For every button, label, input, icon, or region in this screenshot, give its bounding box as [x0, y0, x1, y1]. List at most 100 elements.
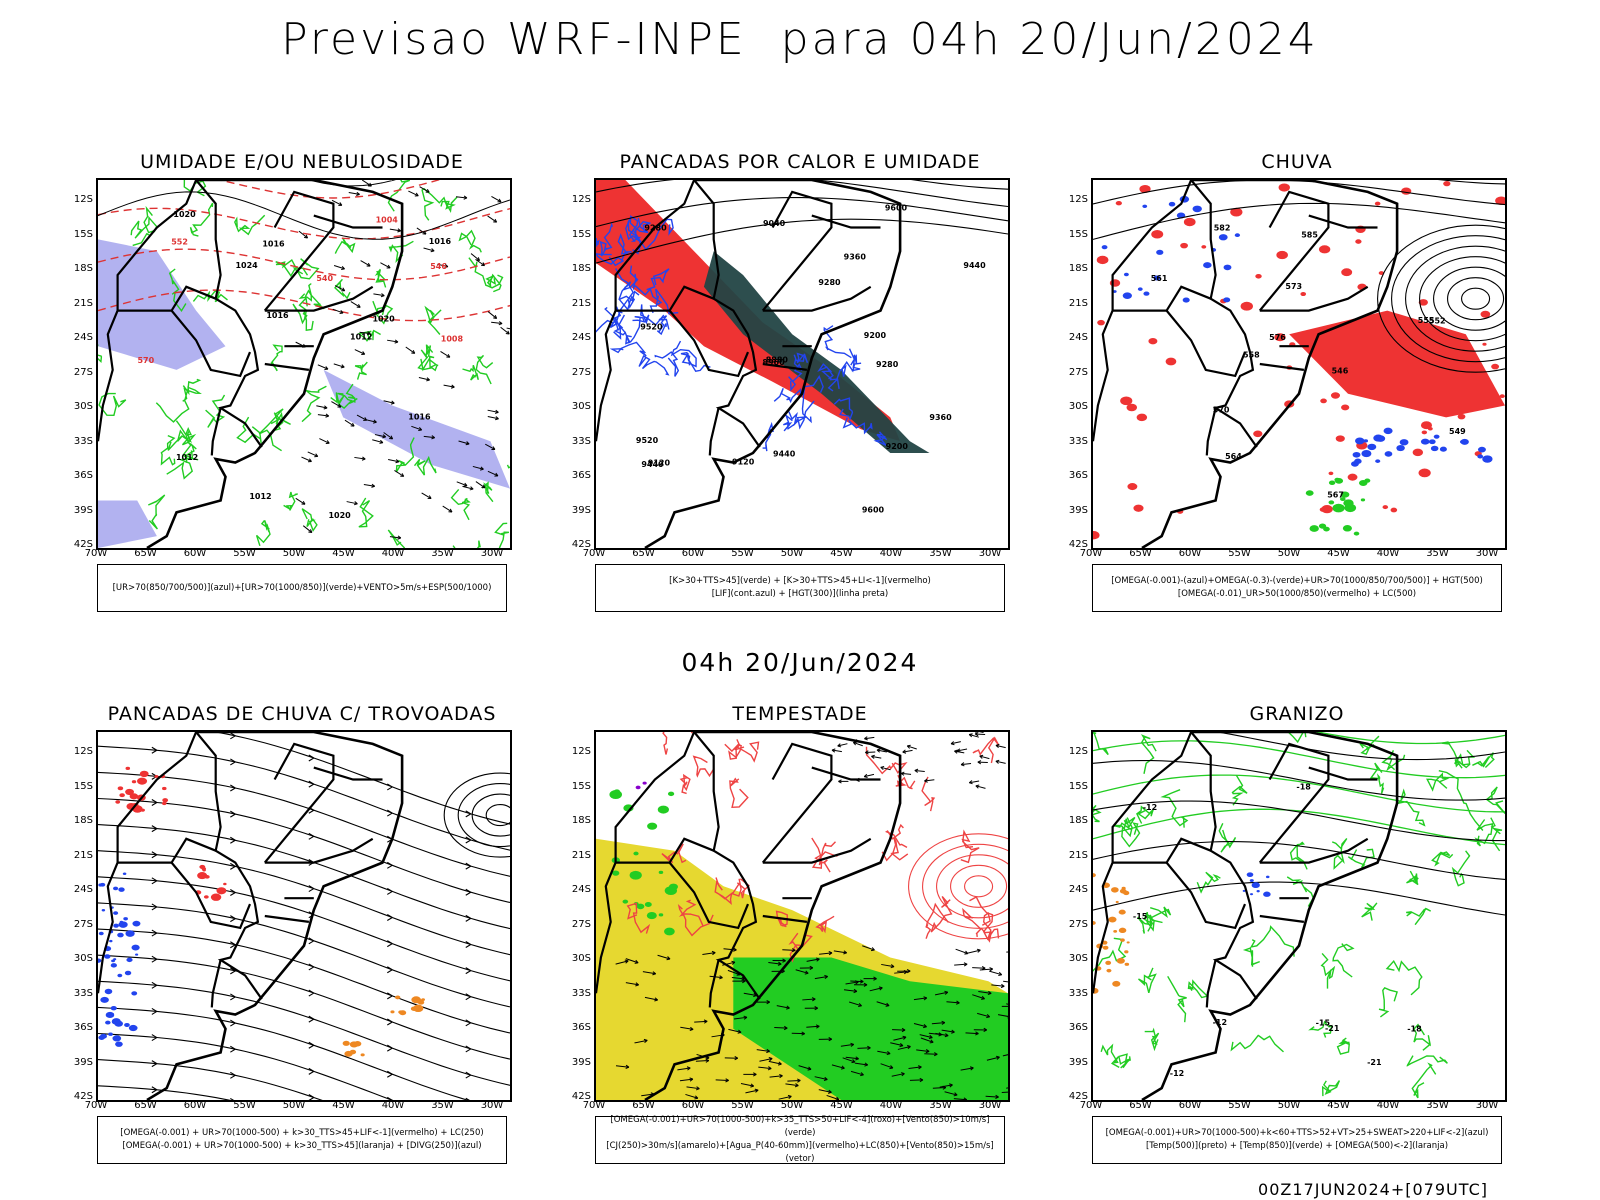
- wind-850-vector: [919, 1034, 933, 1039]
- wind-850-vector-head: [725, 1078, 729, 1083]
- wind-850-vector: [916, 1049, 930, 1052]
- divergence-fill: [101, 908, 106, 912]
- streamline: [98, 980, 510, 1086]
- wind-vector-head: [497, 198, 502, 203]
- omega-ur-fill: [1355, 239, 1362, 244]
- wind-vector: [442, 505, 453, 513]
- temp850-contour: [1138, 967, 1157, 993]
- contour-label: 9520: [636, 436, 659, 445]
- wind-vector: [408, 190, 419, 197]
- coastline: [644, 732, 902, 1100]
- temp850-contour: [1093, 937, 1127, 972]
- lat-tick-label: 21S: [571, 297, 591, 309]
- wind-850-vector: [931, 1022, 945, 1025]
- wind-850-vector-head: [689, 1077, 694, 1082]
- humidity-1000-850-contour: [354, 361, 368, 380]
- lc850-circulation: [936, 854, 1008, 919]
- wind-vector: [331, 401, 342, 408]
- wind-850-vector-head: [902, 1035, 907, 1040]
- contour-label: 8880: [766, 356, 789, 365]
- wind-850-vector-head: [831, 748, 836, 753]
- wind-vector: [421, 492, 432, 499]
- omega-001-fill: [1137, 287, 1143, 291]
- lat-tick-label: 21S: [1068, 297, 1088, 309]
- map-plot: 9600 9520 9440 9360 9280 9600 9520 9440 9360 9280…: [594, 178, 1010, 550]
- omega-001-fill: [1460, 438, 1469, 445]
- wind-850-vector-head: [711, 950, 716, 956]
- contour-label: 1020: [173, 210, 196, 219]
- wind-850-vector: [901, 772, 912, 775]
- wind-850-vector: [946, 1001, 960, 1004]
- lat-tick-label: 18S: [73, 263, 93, 274]
- wind-850-vector-head: [956, 1000, 960, 1005]
- contour-label: -15: [1133, 912, 1148, 921]
- wind-vector-head: [390, 400, 395, 405]
- wind-850-vector: [819, 952, 833, 955]
- wind-850-vector: [854, 1062, 868, 1066]
- state-border: [98, 310, 119, 442]
- wind-vector-head: [469, 486, 474, 491]
- wind-vector-head: [481, 484, 486, 489]
- humidity-1000-850-contour: [132, 205, 156, 247]
- divergence-fill: [111, 959, 115, 963]
- wind-850-vector: [745, 1089, 759, 1094]
- streamline-gyre: [471, 793, 510, 837]
- state-border: [210, 959, 222, 1008]
- wind-vector: [350, 301, 361, 308]
- omega-03-fill: [1328, 500, 1335, 505]
- wind-850-fill: [667, 791, 675, 797]
- wind-vector-head: [341, 287, 346, 292]
- wind-850-vector: [954, 963, 968, 966]
- lat-tick-label: 24S: [73, 332, 93, 343]
- temp850-contour: [1093, 740, 1505, 779]
- thunder-fill: [199, 864, 206, 870]
- lat-tick-label: 12S: [73, 194, 93, 205]
- wind-850-vector-head: [933, 1052, 938, 1057]
- omega-ur-fill: [1276, 250, 1288, 260]
- temp850-contour: [1308, 1020, 1333, 1038]
- k-tts-orange-fill: [390, 1010, 395, 1014]
- lat-tick-label: 36S: [1068, 470, 1088, 481]
- temp850-contour: [1413, 1023, 1432, 1051]
- wind-850-vector-head: [786, 1005, 790, 1010]
- omega-ur-fill: [1255, 273, 1262, 279]
- lon-tick-label: 65W: [134, 1100, 157, 1111]
- streamline-arrow: [230, 758, 236, 766]
- wind-vector: [388, 459, 400, 463]
- wind-850-fill: [658, 913, 664, 917]
- lif-contour: [783, 413, 799, 432]
- streamline-gyre: [457, 783, 510, 848]
- wind-850-vector-head: [854, 980, 859, 985]
- lat-tick-label: 30S: [73, 953, 93, 964]
- streamline: [98, 1032, 394, 1100]
- streamline-arrow: [230, 1071, 236, 1079]
- divergence-fill: [112, 1035, 122, 1042]
- wind-850-fill: [622, 899, 629, 904]
- lon-tick-label: 45W: [1327, 548, 1350, 559]
- lc850-contour: [925, 902, 950, 939]
- wind-vector: [500, 326, 510, 335]
- panel-title: TEMPESTADE: [732, 703, 868, 725]
- wind-vector-head: [395, 459, 400, 464]
- omega-001-fill: [1234, 233, 1241, 238]
- streamline-arrow: [387, 1096, 393, 1100]
- hail-fill: [1246, 872, 1254, 878]
- lat-tick-label: 33S: [73, 987, 93, 999]
- humidity-1000-850-contour: [189, 202, 214, 237]
- thunder-fill: [119, 793, 125, 798]
- wind-850-vector: [831, 1064, 845, 1069]
- humidity-850-700-500-fill: [323, 369, 510, 489]
- wind-850-vector-head: [737, 1029, 742, 1034]
- lon-tick-label: 50W: [282, 548, 306, 559]
- omega-03-fill: [1309, 525, 1319, 532]
- lif-contour: [873, 431, 888, 446]
- wind-850-vector-head: [828, 1037, 833, 1042]
- temp850-contour: [1369, 762, 1385, 794]
- wind-vector-head: [463, 482, 468, 487]
- omega-ur-fill: [1335, 435, 1345, 442]
- streamline-arrow: [465, 1071, 472, 1079]
- wind-850-vector-head: [695, 1086, 700, 1091]
- state-border: [761, 190, 833, 312]
- lc850-contour: [714, 877, 733, 905]
- wind-850-vector-head: [734, 1056, 739, 1061]
